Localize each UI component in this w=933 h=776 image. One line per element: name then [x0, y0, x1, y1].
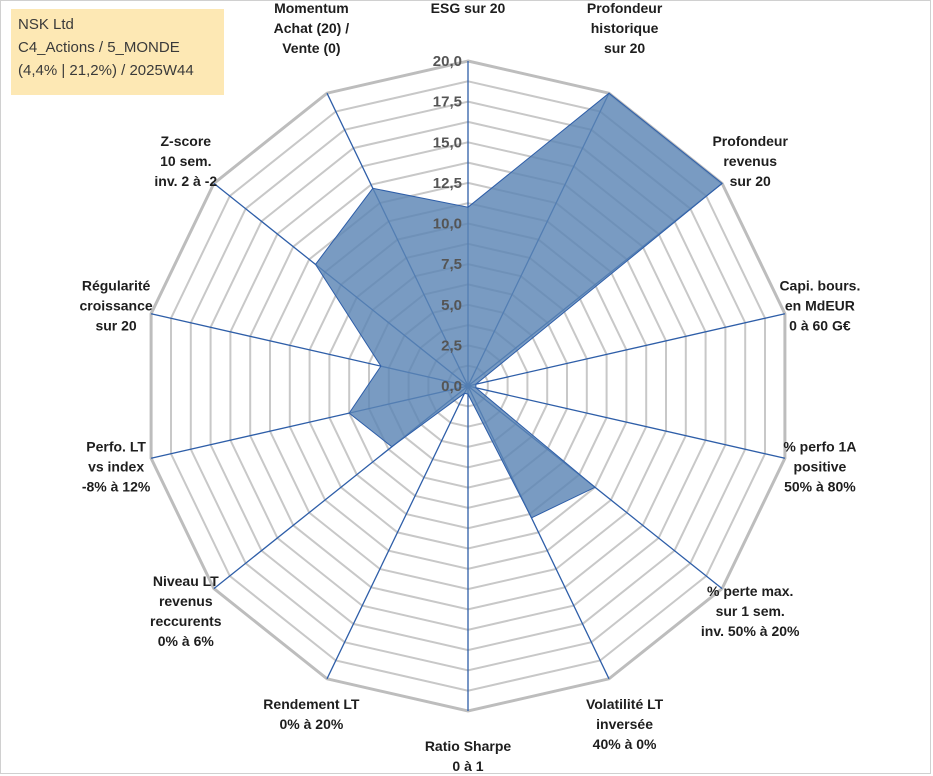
tick-label: 15,0 — [433, 134, 462, 151]
axis-label: Profondeur historique sur 20 — [587, 0, 663, 56]
series-area — [314, 92, 723, 519]
tick-label: 17,5 — [433, 94, 462, 111]
axis-label: Rendement LT 0% à 20% — [263, 696, 360, 732]
axis-label: Z-score 10 sem. inv. 2 à -2 — [154, 133, 217, 189]
axis-label: Volatilité LT inversée 40% à 0% — [586, 696, 664, 752]
axis-label: % perte max. sur 1 sem. inv. 50% à 20% — [701, 583, 800, 639]
tick-label: 7,5 — [441, 256, 462, 273]
axis-label: Niveau LT revenus reccurents 0% à 6% — [150, 573, 222, 649]
axis-label: Perfo. LT vs index -8% à 12% — [82, 438, 151, 494]
info-box: NSK Ltd C4_Actions / 5_MONDE (4,4% | 21,… — [11, 9, 224, 95]
axis-spoke — [467, 313, 786, 387]
axis-spoke — [467, 385, 786, 459]
company-name: NSK Ltd — [18, 16, 74, 33]
axis-label: Momentum Achat (20) / Vente (0) — [274, 0, 350, 56]
axis-spoke — [326, 385, 469, 680]
tick-label: 10,0 — [433, 216, 462, 233]
radar-series — [314, 92, 723, 519]
axis-label: Profondeur revenus sur 20 — [712, 133, 788, 189]
axis-label: NoteESG sur 20 — [431, 0, 506, 16]
axis-label: Régularité croissance sur 20 — [80, 278, 153, 334]
radar-tick-labels: 0,0 2,5 5,0 7,5 10,0 12,5 15,0 17,5 20,0 — [433, 53, 462, 395]
portfolio-path: C4_Actions / 5_MONDE — [18, 39, 180, 56]
tick-label: 5,0 — [441, 297, 462, 314]
axis-label: % perfo 1A positive 50% à 80% — [783, 438, 856, 494]
tick-label: 20,0 — [433, 53, 462, 70]
stats-period: (4,4% | 21,2%) / 2025W44 — [18, 62, 194, 79]
axis-label: Ratio Sharpe 0 à 1 — [425, 738, 512, 774]
tick-label: 12,5 — [433, 175, 462, 192]
tick-label: 0,0 — [441, 378, 462, 395]
tick-label: 2,5 — [441, 337, 462, 354]
axis-label: Capi. bours. en MdEUR 0 à 60 G€ — [779, 278, 860, 334]
